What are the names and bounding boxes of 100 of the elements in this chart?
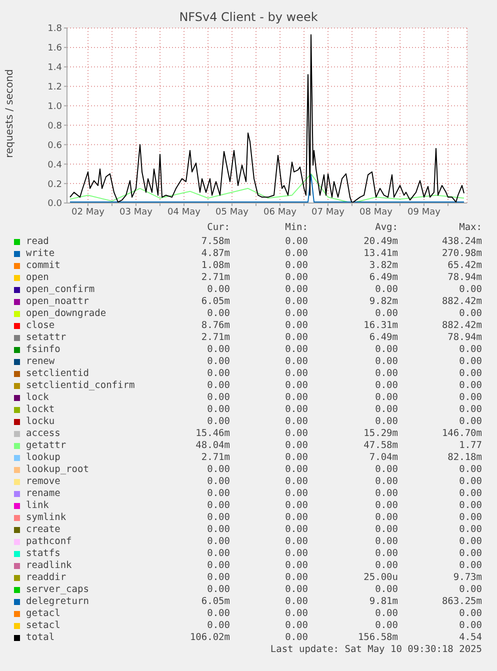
text: 0.00 bbox=[206, 464, 230, 475]
text: 0.00 bbox=[207, 380, 230, 391]
text: 0.00 bbox=[285, 236, 308, 247]
text: 2.71m bbox=[200, 452, 230, 463]
text: 0.00 bbox=[375, 308, 398, 319]
text: 0.00 bbox=[206, 560, 230, 571]
text: 0.00 bbox=[375, 416, 398, 427]
legend-label: remove bbox=[26, 476, 60, 487]
legend-label: link bbox=[26, 500, 49, 511]
text: 82.18m bbox=[448, 452, 482, 463]
text: 0.00 bbox=[285, 296, 308, 307]
legend-label: commit bbox=[26, 260, 60, 271]
text: 0.00 bbox=[375, 392, 398, 403]
text: 16.31m bbox=[364, 320, 398, 331]
text: 0.00 bbox=[375, 368, 398, 379]
text: 0.00 bbox=[459, 488, 482, 499]
text: 0.00 bbox=[375, 284, 398, 295]
text: 0.00 bbox=[375, 488, 398, 499]
text: 0.00 bbox=[375, 500, 398, 511]
text: 0.00 bbox=[206, 524, 230, 535]
y-tick-label: 1.0 bbox=[48, 102, 62, 112]
legend-label: setattr bbox=[26, 332, 66, 343]
text: 4.54 bbox=[459, 632, 482, 643]
text: 0.00 bbox=[206, 308, 230, 319]
legend-label: total bbox=[26, 632, 55, 643]
text: 4.87m bbox=[200, 248, 230, 259]
text: 0.00 bbox=[459, 608, 482, 619]
x-tick-label: 08 May bbox=[360, 207, 394, 218]
text: 0.00 bbox=[459, 524, 482, 535]
y-tick-label: 0.2 bbox=[48, 180, 62, 190]
text: 0.00 bbox=[285, 368, 308, 379]
legend-label: pathconf bbox=[26, 536, 72, 547]
x-tick-label: 04 May bbox=[168, 207, 202, 218]
text: 0.00 bbox=[375, 512, 398, 523]
text: 0.00 bbox=[206, 536, 230, 547]
text: 0.00 bbox=[285, 392, 308, 403]
text: 0.00 bbox=[285, 284, 308, 295]
text: 0.00 bbox=[459, 476, 482, 487]
text: 146.70m bbox=[442, 428, 482, 439]
text: 0.00 bbox=[285, 248, 308, 259]
text: 0.00 bbox=[375, 404, 398, 415]
text: 0.00 bbox=[375, 620, 398, 631]
y-tick-label: 1.6 bbox=[48, 44, 62, 54]
text: 0.00 bbox=[459, 308, 482, 319]
x-tick-label: 02 May bbox=[72, 207, 106, 218]
text: 65.42m bbox=[448, 260, 482, 271]
text: 9.73m bbox=[453, 572, 482, 583]
text: 0.00 bbox=[459, 536, 482, 547]
text: 0.00 bbox=[285, 584, 308, 595]
y-tick-label: 1.2 bbox=[48, 82, 62, 93]
legend-label: server_caps bbox=[26, 584, 89, 595]
text: 2.71m bbox=[200, 272, 230, 283]
text: 0.00 bbox=[285, 440, 308, 451]
legend-label: open bbox=[26, 272, 49, 283]
text: 0.00 bbox=[285, 416, 308, 427]
text: 0.00 bbox=[285, 380, 308, 391]
text: 1.77 bbox=[459, 440, 482, 451]
text: 0.00 bbox=[285, 488, 308, 499]
text: 882.42m bbox=[442, 320, 482, 331]
text: 0.00 bbox=[206, 488, 230, 499]
y-tick-label: 1.4 bbox=[48, 63, 62, 74]
text: 0.00 bbox=[459, 416, 482, 427]
text: 6.49m bbox=[369, 332, 398, 343]
text: 0.00 bbox=[375, 476, 398, 487]
text: 0.00 bbox=[285, 464, 308, 475]
text: 0.00 bbox=[206, 584, 230, 595]
text: 0.00 bbox=[285, 620, 308, 631]
legend-label: access bbox=[26, 428, 60, 439]
text: Max: bbox=[459, 222, 482, 233]
text: 0.00 bbox=[206, 476, 230, 487]
text: 0.00 bbox=[459, 500, 482, 511]
text: 863.25m bbox=[442, 596, 482, 607]
chart-title: NFSv4 Client - by week bbox=[178, 10, 319, 24]
line-series bbox=[70, 34, 464, 203]
y-axis-title: requests / second bbox=[4, 68, 16, 160]
text: 15.46m bbox=[194, 428, 230, 439]
text: 156.58m bbox=[358, 632, 398, 643]
legend-label: setclientid_confirm bbox=[26, 380, 135, 391]
text: 0.00 bbox=[375, 344, 398, 355]
legend-label: open_noattr bbox=[26, 296, 89, 307]
x-tick-label: 03 May bbox=[120, 207, 154, 218]
text: 15.29m bbox=[364, 428, 398, 439]
x-tick-label: 07 May bbox=[312, 207, 346, 218]
text: 0.00 bbox=[375, 584, 398, 595]
legend-label: close bbox=[26, 320, 55, 331]
text: 0.00 bbox=[285, 260, 308, 271]
text: 0.00 bbox=[285, 560, 308, 571]
text: 0.00 bbox=[459, 392, 482, 403]
y-tick-label: 0.6 bbox=[48, 140, 62, 151]
text: 0.00 bbox=[285, 308, 308, 319]
text: 0.00 bbox=[459, 344, 482, 355]
text: 7.58m bbox=[200, 236, 230, 247]
text: 438.24m bbox=[442, 236, 482, 247]
text: 0.00 bbox=[375, 548, 398, 559]
text: 0.00 bbox=[375, 464, 398, 475]
text: 0.00 bbox=[206, 368, 230, 379]
text: 0.00 bbox=[206, 548, 230, 559]
text: 0.00 bbox=[206, 284, 230, 295]
text: 0.00 bbox=[285, 512, 308, 523]
text: 0.00 bbox=[375, 608, 398, 619]
